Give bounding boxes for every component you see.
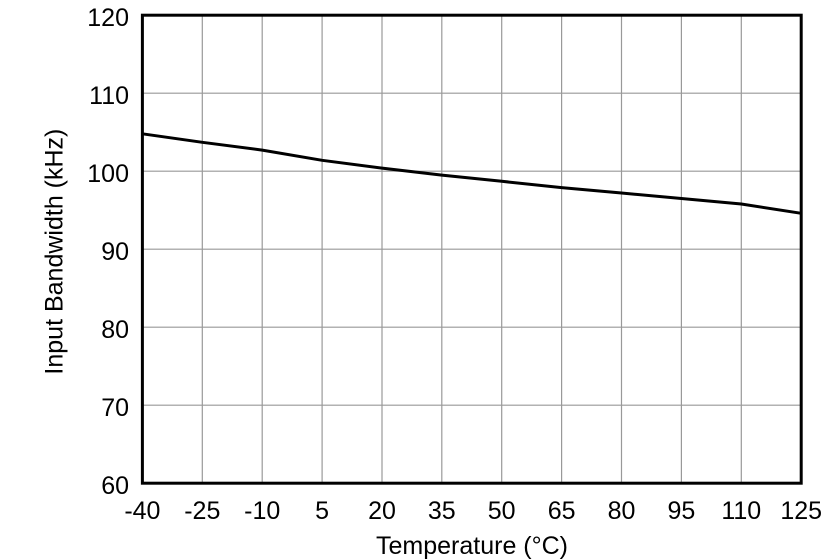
svg-text:110: 110 <box>89 82 129 110</box>
svg-text:90: 90 <box>101 238 129 266</box>
svg-text:120: 120 <box>87 4 129 32</box>
svg-text:35: 35 <box>428 497 456 525</box>
svg-text:20: 20 <box>368 497 396 525</box>
svg-text:70: 70 <box>101 394 129 422</box>
svg-text:110: 110 <box>721 497 761 525</box>
svg-text:60: 60 <box>101 472 129 500</box>
svg-text:-40: -40 <box>124 497 160 525</box>
svg-text:50: 50 <box>488 497 516 525</box>
svg-text:125: 125 <box>780 497 822 525</box>
svg-text:-25: -25 <box>184 497 220 525</box>
svg-text:5: 5 <box>315 497 329 525</box>
svg-text:-10: -10 <box>244 497 280 525</box>
svg-text:100: 100 <box>87 160 129 188</box>
svg-text:95: 95 <box>667 497 695 525</box>
svg-text:65: 65 <box>548 497 576 525</box>
svg-text:Temperature (°C): Temperature (°C) <box>376 532 568 559</box>
svg-text:80: 80 <box>101 316 129 344</box>
svg-text:Input Bandwidth (kHz): Input Bandwidth (kHz) <box>41 129 69 375</box>
svg-text:80: 80 <box>608 497 636 525</box>
